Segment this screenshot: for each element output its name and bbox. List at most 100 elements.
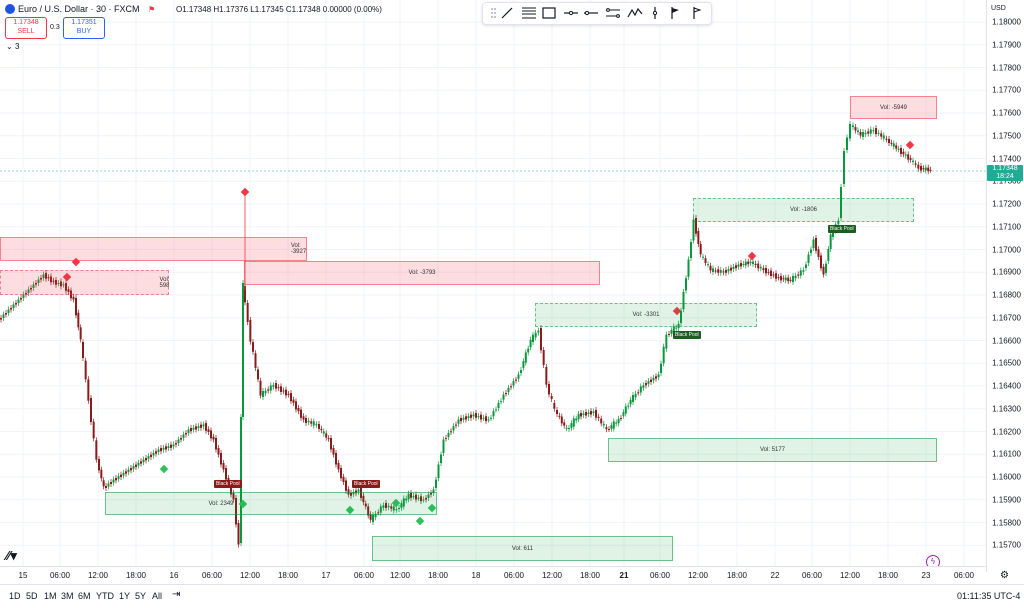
flag-icon[interactable]: ⚑	[148, 5, 156, 14]
candle-body	[327, 438, 330, 440]
candle-body	[825, 263, 827, 273]
range-3m[interactable]: 3M	[61, 591, 74, 601]
rectangle-icon[interactable]	[541, 6, 557, 20]
candle-body	[185, 433, 187, 435]
candle-body	[297, 408, 300, 412]
currency-label[interactable]: USD	[991, 5, 1006, 12]
price-tick: 1.16200	[992, 427, 1021, 436]
candle-body	[807, 254, 810, 263]
time-tick: 12:00	[87, 571, 109, 580]
range-1y[interactable]: 1Y	[119, 591, 131, 601]
candle-body	[482, 417, 485, 419]
candle-body	[112, 479, 115, 483]
candle-body	[62, 284, 65, 286]
price-tick: 1.16600	[992, 336, 1021, 345]
time-scale[interactable]: 15 06:00 12:00 18:00 16 06:00 12:00 18:00 17 06:0…	[0, 566, 1009, 585]
horizontal-line-icon[interactable]	[563, 6, 579, 20]
candle-body	[190, 428, 192, 432]
range-all[interactable]: All	[152, 591, 163, 601]
candle-body	[390, 506, 393, 509]
candle-body	[668, 334, 670, 335]
zone-label: Vol: 611	[511, 545, 534, 552]
chart-pane[interactable]: Vol: -3927 Vol: 598 Vol: -3793 Vol: -594…	[0, 0, 986, 572]
candle-body	[820, 255, 822, 269]
range-1m[interactable]: 1M	[44, 591, 57, 601]
candle-body	[457, 419, 460, 424]
candle-body	[50, 276, 52, 283]
candle-body	[558, 415, 561, 417]
signal-diamond	[62, 272, 72, 282]
candle-body	[595, 410, 597, 418]
vertical-line-icon[interactable]	[647, 6, 663, 20]
time-tick: 15	[18, 571, 28, 580]
candle-body	[829, 234, 832, 249]
path-icon[interactable]	[627, 6, 643, 20]
price-tick: 1.17100	[992, 222, 1021, 232]
candle-body	[909, 158, 912, 160]
candle-body	[105, 486, 107, 488]
candle-body	[305, 418, 307, 423]
candle-body	[379, 506, 382, 513]
tradingview-logo[interactable]: ⁄⁄▾	[6, 548, 17, 563]
goto-date-icon[interactable]: ⇥	[172, 589, 181, 600]
candle-body	[212, 436, 215, 440]
candle-body	[207, 429, 210, 432]
clock-timezone[interactable]: 01:11:35 UTC-4	[957, 591, 1021, 601]
demand-zone: Vol: -3301	[535, 303, 757, 327]
time-tick: 06:00	[801, 571, 823, 580]
indicators-toggle[interactable]: ⌄ 3	[6, 42, 19, 51]
ray-icon[interactable]	[583, 6, 599, 20]
candle-body	[150, 454, 152, 457]
range-1d[interactable]: 1D	[9, 591, 21, 601]
trend-line-icon[interactable]	[499, 6, 515, 20]
candle-body	[890, 142, 893, 144]
range-5d[interactable]: 5D	[26, 591, 38, 601]
parallel-channel-icon[interactable]	[605, 6, 621, 20]
flag-marker-icon[interactable]	[667, 6, 683, 20]
candle-body	[849, 124, 851, 139]
candle-body	[277, 387, 280, 389]
supply-zone: Vol: -3793	[244, 261, 600, 285]
candle-body	[335, 453, 337, 465]
candle-body	[462, 417, 465, 420]
price-tick: 1.16100	[992, 449, 1021, 459]
candle-body	[537, 330, 540, 333]
candle-body	[815, 238, 817, 251]
candle-body	[520, 370, 522, 373]
fib-retracement-icon[interactable]	[521, 6, 537, 20]
candle-body	[417, 497, 420, 499]
symbol-title[interactable]: Euro / U.S. Dollar · 30 · FXCM	[18, 4, 140, 14]
sell-button[interactable]: 1.17348 SELL	[5, 17, 47, 39]
candle-body	[770, 270, 772, 276]
candle-body	[735, 265, 737, 269]
range-6m[interactable]: 6M	[78, 591, 91, 601]
candle-body	[692, 219, 695, 241]
candle-body	[55, 280, 57, 285]
candle-body	[490, 417, 492, 419]
candle-body	[570, 423, 573, 428]
candle-body	[927, 167, 930, 172]
time-tick: 18:00	[877, 571, 899, 580]
candle-body	[497, 402, 500, 408]
candle-body	[709, 265, 712, 271]
candle-body	[740, 263, 742, 267]
time-tick: 12:00	[839, 571, 861, 580]
candle-body	[534, 332, 537, 338]
candle-body	[205, 423, 207, 431]
price-tick: 1.16900	[992, 267, 1021, 277]
candle-body	[775, 273, 777, 279]
candle-body	[225, 468, 227, 480]
candle-body	[422, 499, 425, 501]
gear-icon[interactable]: ⚙	[1000, 570, 1009, 581]
price-tick: 1.17800	[992, 63, 1021, 72]
buy-button[interactable]: 1.17351 BUY	[63, 17, 105, 39]
signal-diamond	[391, 498, 401, 508]
price-scale[interactable]: USD 1.18000 1.17900 1.17800 1.17700 1.17600 1…	[986, 0, 1024, 572]
range-5y[interactable]: 5Y	[135, 591, 147, 601]
zone-label: Vol: -3927	[290, 243, 307, 255]
range-ytd[interactable]: YTD	[96, 591, 114, 601]
drag-handle-icon[interactable]	[485, 6, 501, 20]
more-tools-icon[interactable]	[687, 6, 703, 20]
candle-body	[90, 398, 92, 422]
candle-body	[79, 327, 82, 340]
